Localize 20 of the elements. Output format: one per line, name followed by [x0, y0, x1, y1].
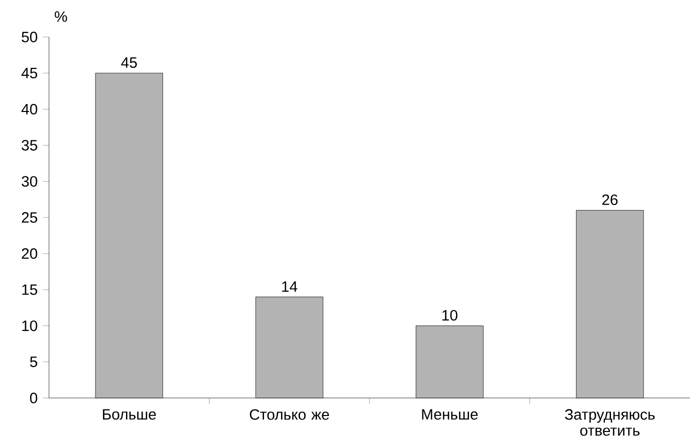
y-tick-label: 25	[22, 212, 38, 223]
data-label: 45	[121, 57, 137, 68]
y-tick-label: 20	[22, 248, 38, 259]
data-label: 26	[602, 194, 618, 206]
y-axis-title: %	[54, 11, 68, 22]
x-tick-label: Затрудняюсь ответить	[564, 409, 655, 436]
y-tick-label: 10	[22, 320, 38, 332]
y-tick-label: 50	[22, 32, 38, 42]
y-tick-label: 0	[30, 392, 38, 404]
data-label: 10	[442, 310, 458, 321]
y-tick-label: 5	[30, 356, 38, 368]
y-tick-label: 35	[22, 140, 38, 151]
x-tick-label: Столько же	[250, 409, 329, 420]
y-tick-label: 30	[22, 176, 38, 187]
data-label: 14	[282, 281, 298, 292]
y-tick-label: 15	[22, 284, 38, 295]
y-tick-label: 45	[21, 68, 38, 78]
x-tick-label: Меньше	[422, 409, 478, 420]
x-tick-label: Больше	[102, 409, 156, 420]
y-tick-label: 40	[21, 104, 38, 114]
